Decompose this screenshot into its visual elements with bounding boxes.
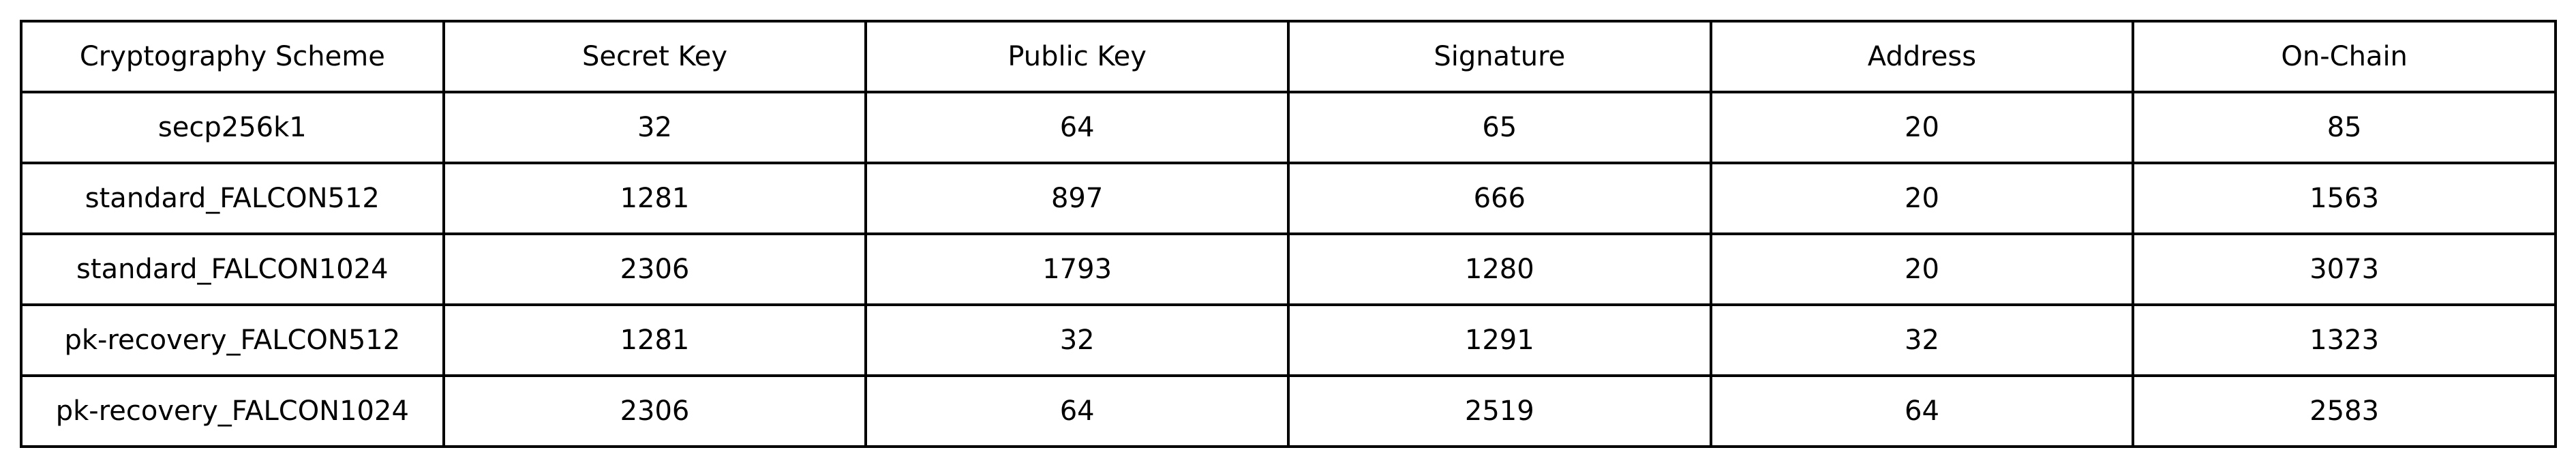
cell-secret-key: 1281 [442, 162, 868, 235]
cell-public-key: 32 [864, 303, 1290, 377]
table-row: standard_FALCON512 1281 897 666 20 1563 [20, 162, 2557, 235]
table-header: Cryptography Scheme Secret Key Public Ke… [20, 20, 2557, 93]
cell-scheme: standard_FALCON1024 [20, 232, 445, 306]
cell-signature: 65 [1286, 91, 1712, 164]
column-header-address: Address [1709, 20, 2135, 93]
cell-signature: 1291 [1286, 303, 1712, 377]
cell-address: 32 [1709, 303, 2135, 377]
cell-secret-key: 32 [442, 91, 868, 164]
cell-signature: 666 [1286, 162, 1712, 235]
cell-public-key: 897 [864, 162, 1290, 235]
table-row: pk-recovery_FALCON512 1281 32 1291 32 13… [20, 303, 2557, 377]
cell-scheme: pk-recovery_FALCON1024 [20, 374, 445, 448]
cell-secret-key: 1281 [442, 303, 868, 377]
cell-address: 20 [1709, 162, 2135, 235]
cell-scheme: pk-recovery_FALCON512 [20, 303, 445, 377]
cell-on-chain: 1563 [2132, 162, 2557, 235]
column-header-scheme: Cryptography Scheme [20, 20, 445, 93]
cell-on-chain: 85 [2132, 91, 2557, 164]
cell-address: 20 [1709, 232, 2135, 306]
column-header-secret-key: Secret Key [442, 20, 868, 93]
cell-address: 64 [1709, 374, 2135, 448]
table-row: standard_FALCON1024 2306 1793 1280 20 30… [20, 232, 2557, 306]
cell-address: 20 [1709, 91, 2135, 164]
cell-scheme: standard_FALCON512 [20, 162, 445, 235]
column-header-signature: Signature [1286, 20, 1712, 93]
cell-public-key: 64 [864, 374, 1290, 448]
column-header-on-chain: On-Chain [2132, 20, 2557, 93]
cell-on-chain: 2583 [2132, 374, 2557, 448]
cell-secret-key: 2306 [442, 374, 868, 448]
key-size-table: Cryptography Scheme Secret Key Public Ke… [20, 20, 2557, 448]
cell-signature: 1280 [1286, 232, 1712, 306]
table-row: pk-recovery_FALCON1024 2306 64 2519 64 2… [20, 374, 2557, 448]
cell-secret-key: 2306 [442, 232, 868, 306]
header-row: Cryptography Scheme Secret Key Public Ke… [20, 20, 2557, 93]
column-header-public-key: Public Key [864, 20, 1290, 93]
cell-public-key: 64 [864, 91, 1290, 164]
cell-public-key: 1793 [864, 232, 1290, 306]
cell-on-chain: 3073 [2132, 232, 2557, 306]
cell-on-chain: 1323 [2132, 303, 2557, 377]
table-body: secp256k1 32 64 65 20 85 standard_FALCON… [20, 91, 2557, 448]
cell-signature: 2519 [1286, 374, 1712, 448]
table-row: secp256k1 32 64 65 20 85 [20, 91, 2557, 164]
cell-scheme: secp256k1 [20, 91, 445, 164]
